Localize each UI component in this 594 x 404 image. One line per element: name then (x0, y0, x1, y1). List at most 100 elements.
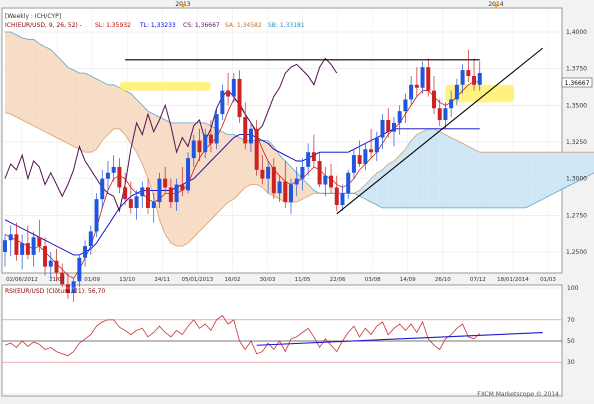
candle-body (300, 166, 305, 179)
rsi-line (4, 315, 481, 357)
candle-body (334, 187, 339, 206)
chikou-line (4, 57, 338, 213)
cloud-segment (411, 134, 417, 208)
cloud-segment (474, 149, 480, 208)
candle-body (426, 67, 431, 91)
candle-body (432, 90, 436, 109)
candle-body (271, 166, 276, 194)
date-tick-label: 01/09 (84, 277, 100, 283)
candle-body (266, 166, 271, 179)
candle-body (289, 184, 293, 203)
price-tick-label: 1,4000 (566, 29, 587, 36)
cloud-segment (10, 31, 17, 118)
candle-body (48, 260, 53, 267)
cloud-segment (479, 152, 486, 208)
candle-body (14, 234, 19, 255)
candle-body (43, 246, 48, 267)
candle-body (294, 178, 299, 185)
current-price-label: 1,36667 (565, 80, 590, 87)
price-tick-label: 1,3500 (566, 102, 587, 109)
annotations (125, 47, 544, 215)
cloud-segment (239, 137, 246, 194)
chikou-value: CS: 1,36667 (183, 22, 220, 29)
candle-body (357, 155, 362, 164)
cloud-segment (142, 105, 148, 179)
candle-body (134, 196, 139, 208)
date-tick-label: 26/10 (435, 277, 451, 283)
candle-body (88, 231, 93, 247)
cloud-segment (85, 73, 91, 153)
cloud-segment (405, 140, 412, 208)
date-tick-label: 16/02 (224, 277, 240, 283)
cloud-segment (462, 143, 469, 208)
candle-body (128, 199, 133, 208)
date-tick-label: 14/09 (400, 277, 416, 283)
cloud-segment (16, 34, 23, 120)
cloud-segment (308, 184, 314, 197)
candle-body (123, 187, 128, 200)
cloud-segment (102, 81, 108, 141)
candle-body (31, 237, 36, 255)
candle-body (54, 260, 59, 273)
candle-body (472, 75, 477, 85)
cloud-segment (536, 152, 543, 203)
candle-body (214, 114, 219, 144)
year-marker-2014-icon (493, 4, 499, 8)
candle-body (311, 152, 316, 162)
candle-body (374, 137, 379, 153)
cloud-segment (577, 152, 583, 182)
candle-body (443, 108, 448, 120)
cloud-segment (302, 178, 309, 200)
candle-body (414, 84, 419, 88)
cloud-segment (5, 31, 11, 115)
candle-body (117, 166, 122, 188)
price-tick-label: 1,3250 (566, 139, 587, 146)
cloud-segment (125, 90, 131, 144)
cloud-segment (525, 152, 532, 208)
cloud-segment (582, 152, 589, 179)
cloud-segment (159, 117, 166, 235)
cloud-segment (468, 146, 475, 208)
candle-body (65, 284, 70, 293)
cloud-segment (365, 178, 372, 203)
rsi-tick-label: 30 (567, 359, 575, 366)
cloud-segment (262, 140, 269, 194)
cloud-segment (353, 190, 360, 197)
cloud-segment (222, 131, 229, 208)
cloud-segment (422, 128, 429, 208)
candle-body (380, 119, 385, 138)
candle-body (20, 243, 25, 255)
cloud-segment (233, 134, 240, 200)
candle-body (323, 175, 328, 185)
cloud-segment (210, 125, 217, 220)
candle-body (180, 184, 185, 191)
rsi-label: RSI(EUR/USD (Clôture, 21): 56,70 (5, 288, 105, 295)
cloud-segment (502, 152, 509, 208)
cloud-segment (165, 119, 171, 244)
senkou-a-value: SA: 1,34582 (225, 22, 262, 29)
cloud-segment (33, 39, 40, 129)
cloud-segment (519, 152, 526, 208)
tenkan-value: SL: 1,35932 (95, 22, 131, 29)
candle-body (386, 119, 391, 132)
candle-body (409, 84, 414, 100)
rsi-lines (4, 315, 543, 357)
candle-body (397, 111, 402, 123)
senkou-b-value: SB: 1,33181 (268, 22, 305, 29)
cloud-segment (107, 84, 114, 135)
current-price-box (561, 77, 593, 88)
candle-body (460, 70, 465, 85)
rsi-support-line (256, 331, 543, 346)
candle-body (454, 84, 459, 100)
cloud-segment (416, 131, 423, 208)
ichimoku-cloud (4, 31, 594, 247)
rsi-tick-label: 100 (567, 285, 579, 292)
cloud-segment (216, 128, 223, 214)
cloud-segment (148, 111, 154, 197)
candle-body (243, 117, 248, 144)
price-tick-label: 1,3000 (566, 176, 587, 183)
candles (3, 49, 482, 302)
candle-body (277, 181, 282, 194)
date-tick-label: 01/03 (540, 277, 556, 283)
